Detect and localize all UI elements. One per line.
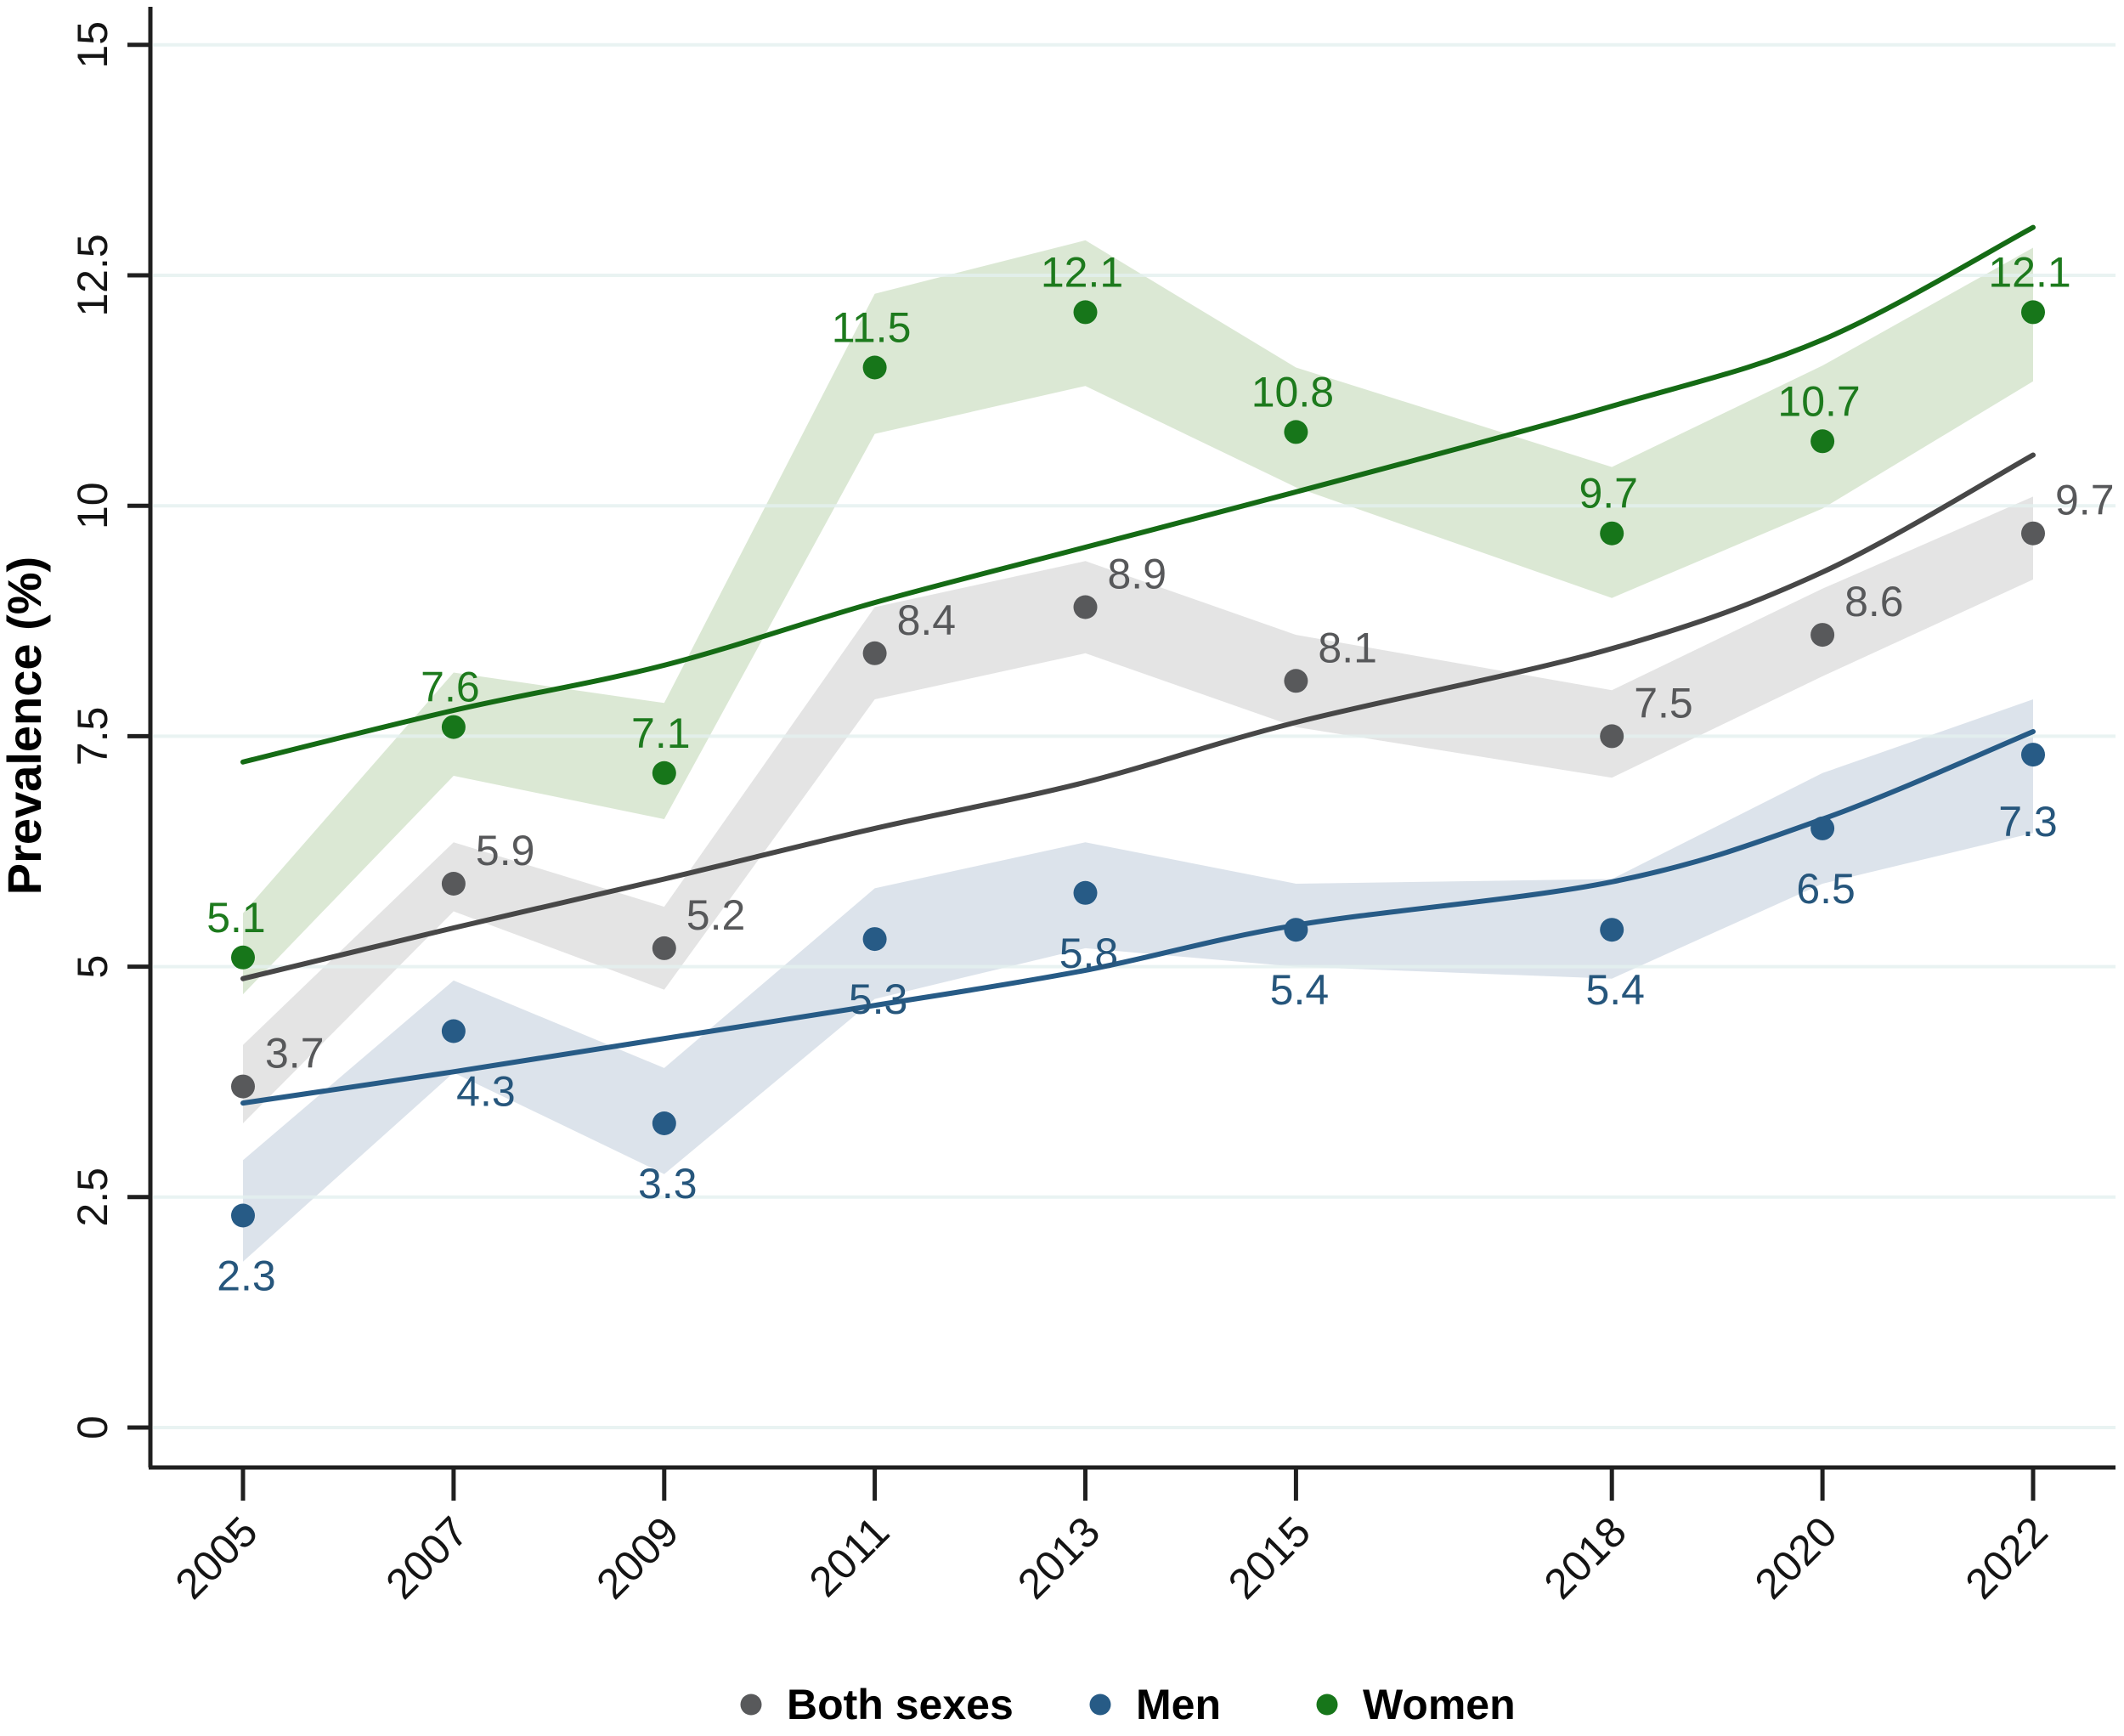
trend-lines-layer [240,224,2036,1106]
data-point-women-2013 [1073,300,1098,325]
y-tick-label-7.5: 7.5 [69,707,116,766]
trend-line-women [240,224,2036,765]
value-label-men-2007: 4.3 [456,1068,516,1116]
data-point-both-sexes-2009 [652,936,676,960]
data-point-women-2022 [2021,300,2045,325]
value-label-women-2020: 10.7 [1777,377,1860,425]
ci-band-men [243,699,2033,1262]
legend-label-men: Men [1136,1681,1221,1728]
value-label-women-2009: 7.1 [631,710,691,757]
value-label-both-sexes-2013: 8.9 [1108,551,1167,598]
x-tick-label-2020: 2020 [1746,1507,1846,1608]
data-point-women-2011 [862,355,887,380]
trend-line-men [240,729,2036,1106]
value-label-women-2005: 5.1 [206,894,266,942]
value-label-women-2022: 12.1 [1988,248,2070,296]
data-point-men-2018 [1600,918,1624,942]
value-label-men-2022: 7.3 [1998,798,2058,845]
value-label-women-2013: 12.1 [1041,248,1123,296]
value-label-both-sexes-2018: 7.5 [1634,679,1693,727]
data-point-men-2009 [652,1111,676,1135]
ci-band-both-sexes [243,496,2033,1123]
y-tick-label-5: 5 [69,955,116,979]
value-label-both-sexes-2022: 9.7 [2055,477,2115,524]
x-tick-label-2007: 2007 [376,1507,477,1608]
data-point-men-2005 [231,1203,255,1228]
legend-item-women: Women [1316,1681,1516,1728]
data-point-both-sexes-2007 [441,872,466,896]
data-point-both-sexes-2013 [1073,595,1098,619]
data-point-women-2020 [1810,429,1835,454]
data-point-both-sexes-2018 [1600,724,1624,749]
legend-dot-women [1316,1694,1338,1716]
value-label-men-2011: 5.3 [849,975,908,1023]
data-point-men-2022 [2021,743,2045,767]
legend-label-women: Women [1363,1681,1516,1728]
data-point-women-2009 [652,761,676,785]
data-point-men-2013 [1073,880,1098,905]
value-label-men-2009: 3.3 [638,1160,698,1207]
data-point-men-2007 [441,1019,466,1043]
x-tick-label-2018: 2018 [1535,1507,1635,1608]
gridlines-layer [153,42,2116,1429]
value-label-women-2015: 10.8 [1251,368,1334,416]
value-label-men-2020: 6.5 [1796,865,1856,913]
trend-line-both-sexes [240,452,2036,981]
value-label-both-sexes-2015: 8.1 [1318,624,1377,671]
ci-bands-layer [243,240,2033,1262]
legend-dot-men [1089,1694,1111,1716]
value-label-both-sexes-2007: 5.9 [476,827,535,874]
x-tick-label-2022: 2022 [1957,1507,2057,1608]
x-tick-label-2005: 2005 [167,1507,267,1608]
value-label-women-2011: 11.5 [832,304,912,352]
value-label-women-2018: 9.7 [1579,470,1638,517]
y-tick-label-12.5: 12.5 [69,234,116,316]
legend-dot-both-sexes [740,1694,762,1716]
value-label-both-sexes-2005: 3.7 [265,1030,325,1077]
data-point-women-2005 [231,945,255,970]
legend-item-both-sexes: Both sexes [740,1681,1014,1728]
value-label-both-sexes-2011: 8.4 [897,597,957,644]
legend-item-men: Men [1089,1681,1221,1728]
value-label-both-sexes-2020: 8.6 [1844,578,1904,625]
data-point-men-2015 [1284,918,1308,942]
data-point-both-sexes-2011 [862,641,887,665]
data-point-both-sexes-2005 [231,1074,255,1099]
value-label-men-2015: 5.4 [1270,966,1330,1014]
legend-label-both-sexes: Both sexes [787,1681,1014,1728]
ci-band-women [243,240,2033,995]
y-axis-title: Prevalence (%) [0,557,51,895]
value-label-women-2007: 7.6 [421,664,480,711]
data-points-layer [231,300,2045,1228]
y-tick-label-2.5: 2.5 [69,1168,116,1227]
x-tick-label-2009: 2009 [587,1507,687,1608]
value-label-both-sexes-2009: 5.2 [686,891,746,939]
value-label-men-2005: 2.3 [217,1253,276,1300]
data-point-women-2018 [1600,521,1624,546]
data-point-women-2007 [441,715,466,739]
y-tick-label-10: 10 [69,482,116,529]
y-tick-label-0: 0 [69,1416,116,1439]
value-label-men-2018: 5.4 [1585,966,1645,1014]
data-point-both-sexes-2015 [1284,669,1308,693]
legend: Both sexes Men Women [740,1681,1516,1728]
value-label-men-2013: 5.8 [1059,930,1119,977]
data-point-women-2015 [1284,420,1308,444]
x-tick-label-2011: 2011 [800,1507,899,1606]
data-point-men-2020 [1810,816,1835,840]
x-tick-label-2015: 2015 [1219,1507,1319,1608]
value-labels-layer: 3.7 5.9 5.2 8.4 8.9 8.1 7.5 8.6 9.7 2.3 4.3 3.3 5.3 5… [206,248,2114,1299]
data-point-both-sexes-2022 [2021,521,2045,546]
data-point-men-2011 [862,927,887,952]
data-point-both-sexes-2020 [1810,623,1835,647]
y-tick-label-15: 15 [69,21,116,69]
x-tick-label-2013: 2013 [1008,1507,1109,1608]
